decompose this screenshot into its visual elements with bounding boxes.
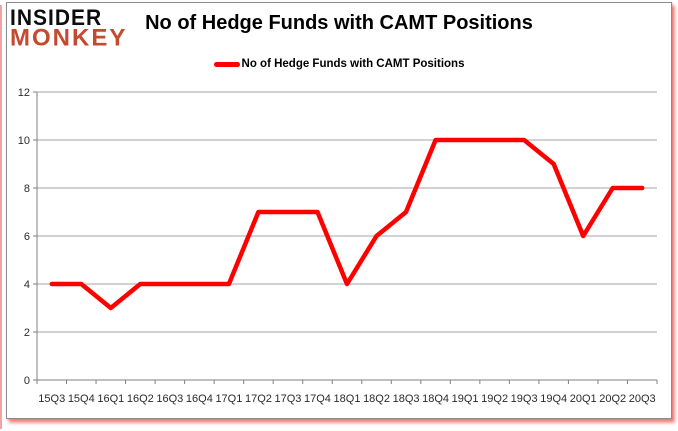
y-axis-tick-label: 2 xyxy=(24,327,30,339)
x-axis-tick-label: 16Q3 xyxy=(156,393,183,405)
x-axis-tick-label: 17Q3 xyxy=(274,393,301,405)
y-axis-tick-label: 6 xyxy=(24,231,30,243)
y-axis-tick-label: 12 xyxy=(18,87,30,99)
x-axis-tick-label: 16Q1 xyxy=(97,393,124,405)
x-axis-tick-label: 16Q4 xyxy=(186,393,213,405)
x-axis-tick-label: 19Q1 xyxy=(452,393,479,405)
logo-text-monkey: MONKEY xyxy=(10,24,128,52)
x-axis-tick-label: 18Q3 xyxy=(393,393,420,405)
x-axis-tick-label: 18Q2 xyxy=(363,393,390,405)
x-axis-tick-label: 20Q1 xyxy=(570,393,597,405)
y-axis-tick-label: 8 xyxy=(24,183,30,195)
insider-monkey-logo: INSIDER MONKEY xyxy=(10,5,128,52)
chart-card xyxy=(6,2,672,419)
legend-line-swatch xyxy=(213,61,240,67)
x-axis-tick-label: 18Q1 xyxy=(334,393,361,405)
y-axis-tick-label: 0 xyxy=(24,375,30,387)
x-axis-tick-label: 19Q2 xyxy=(481,393,508,405)
logo-text-insider: INSIDER xyxy=(10,5,103,31)
series-line xyxy=(49,137,645,311)
x-axis-tick-label: 19Q4 xyxy=(540,393,567,405)
y-axis-tick-label: 4 xyxy=(24,279,30,291)
x-axis-tick-label: 18Q4 xyxy=(422,393,449,405)
chart-title: No of Hedge Funds with CAMT Positions xyxy=(145,12,533,34)
x-axis-tick-label: 16Q2 xyxy=(127,393,154,405)
x-axis-tick-label: 17Q4 xyxy=(304,393,331,405)
x-axis-tick-label: 17Q2 xyxy=(245,393,272,405)
left-edge-accent xyxy=(0,5,2,429)
y-axis-tick-label: 10 xyxy=(18,135,30,147)
x-axis-tick-label: 19Q3 xyxy=(511,393,538,405)
x-axis-tick-label: 20Q3 xyxy=(629,393,656,405)
legend-label: No of Hedge Funds with CAMT Positions xyxy=(241,58,465,70)
x-axis-tick-label: 20Q2 xyxy=(599,393,626,405)
legend: No of Hedge Funds with CAMT Positions xyxy=(0,58,678,70)
x-axis-tick-label: 15Q4 xyxy=(68,393,95,405)
x-axis-tick-label: 15Q3 xyxy=(38,393,65,405)
x-axis-tick-label: 17Q1 xyxy=(215,393,242,405)
